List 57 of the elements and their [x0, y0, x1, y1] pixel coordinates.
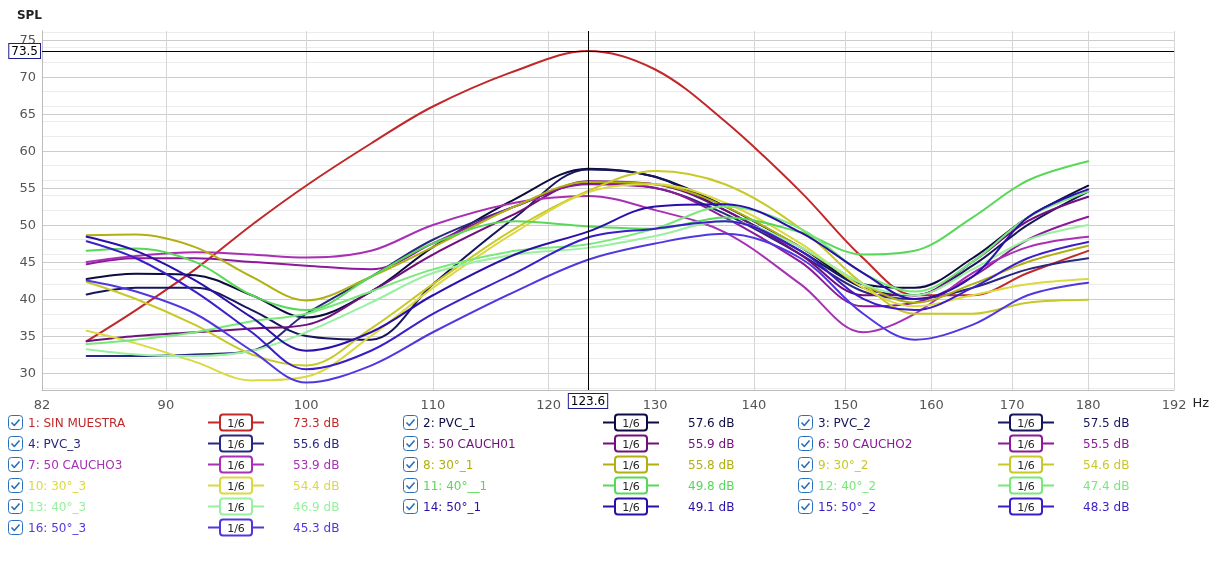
text: 13: 40°_3: [28, 499, 87, 514]
text: 54.6 dB: [1083, 456, 1131, 474]
x-tick-label: 120: [536, 397, 562, 412]
text: 14: 50°_1: [423, 499, 482, 514]
x-tick-label: 82: [33, 397, 51, 412]
y-axis-title: SPL: [16, 8, 43, 22]
x-tick-label: 170: [999, 397, 1025, 412]
text: 48.3 dB: [1083, 498, 1131, 516]
text: 12: 40°_2: [818, 478, 877, 493]
x-tick-label: 90: [157, 397, 175, 412]
text: 10: 30°_3: [28, 478, 87, 493]
x-tick-label: 180: [1075, 397, 1101, 412]
text: 55.6 dB: [293, 435, 341, 453]
y-tick-label: 50: [19, 217, 36, 233]
x-tick-label: 110: [420, 397, 446, 412]
y-tick-label: 30: [19, 365, 36, 381]
text: 49.1 dB: [688, 498, 736, 516]
text: 4: PVC_3: [28, 436, 81, 451]
text: 8: 30°_1: [423, 457, 474, 472]
text: 6: 50 CAUCHO2: [818, 436, 913, 451]
text: 1: SIN MUESTRA: [28, 415, 126, 430]
x-tick-label: 160: [919, 397, 944, 412]
text: 47.4 dB: [1083, 477, 1131, 495]
text: 54.4 dB: [293, 477, 341, 495]
ref-line-label: 73.5: [11, 43, 38, 58]
text: 11: 40°__1: [423, 478, 488, 493]
x-tick-label: 150: [833, 397, 859, 412]
text: 73.3 dB: [293, 414, 341, 432]
text: 15: 50°_2: [818, 499, 877, 514]
text: 55.8 dB: [688, 456, 736, 474]
text: 7: 50 CAUCHO3: [28, 457, 123, 472]
text: 57.6 dB: [688, 414, 736, 432]
y-tick-label: 45: [19, 254, 36, 270]
text: 53.9 dB: [293, 456, 341, 474]
text: 3: PVC_2: [818, 415, 871, 430]
y-tick-label: 60: [19, 143, 36, 159]
x-tick-label: 192: [1161, 397, 1187, 412]
text: 57.5 dB: [1083, 414, 1131, 432]
y-tick-label: 40: [19, 291, 36, 307]
x-tick-label: 130: [642, 397, 668, 412]
text: 46.9 dB: [293, 498, 341, 516]
y-tick-label: 55: [19, 180, 36, 196]
y-tick-label: 65: [19, 106, 36, 122]
text: 45.3 dB: [293, 519, 341, 537]
text: 55.9 dB: [688, 435, 736, 453]
text: 55.5 dB: [1083, 435, 1131, 453]
ref-line-label: 123.6: [570, 394, 606, 408]
y-tick-label: 35: [19, 328, 36, 344]
text: 49.8 dB: [688, 477, 736, 495]
text: 2: PVC_1: [423, 415, 476, 430]
x-tick-label: 140: [741, 397, 767, 412]
y-tick-label: 70: [19, 69, 36, 85]
x-tick-label: 100: [293, 397, 319, 412]
x-axis-title: Hz: [1192, 395, 1210, 410]
text: 16: 50°_3: [28, 520, 87, 535]
text: 9: 30°_2: [818, 457, 869, 472]
text: 5: 50 CAUCH01: [423, 436, 516, 451]
